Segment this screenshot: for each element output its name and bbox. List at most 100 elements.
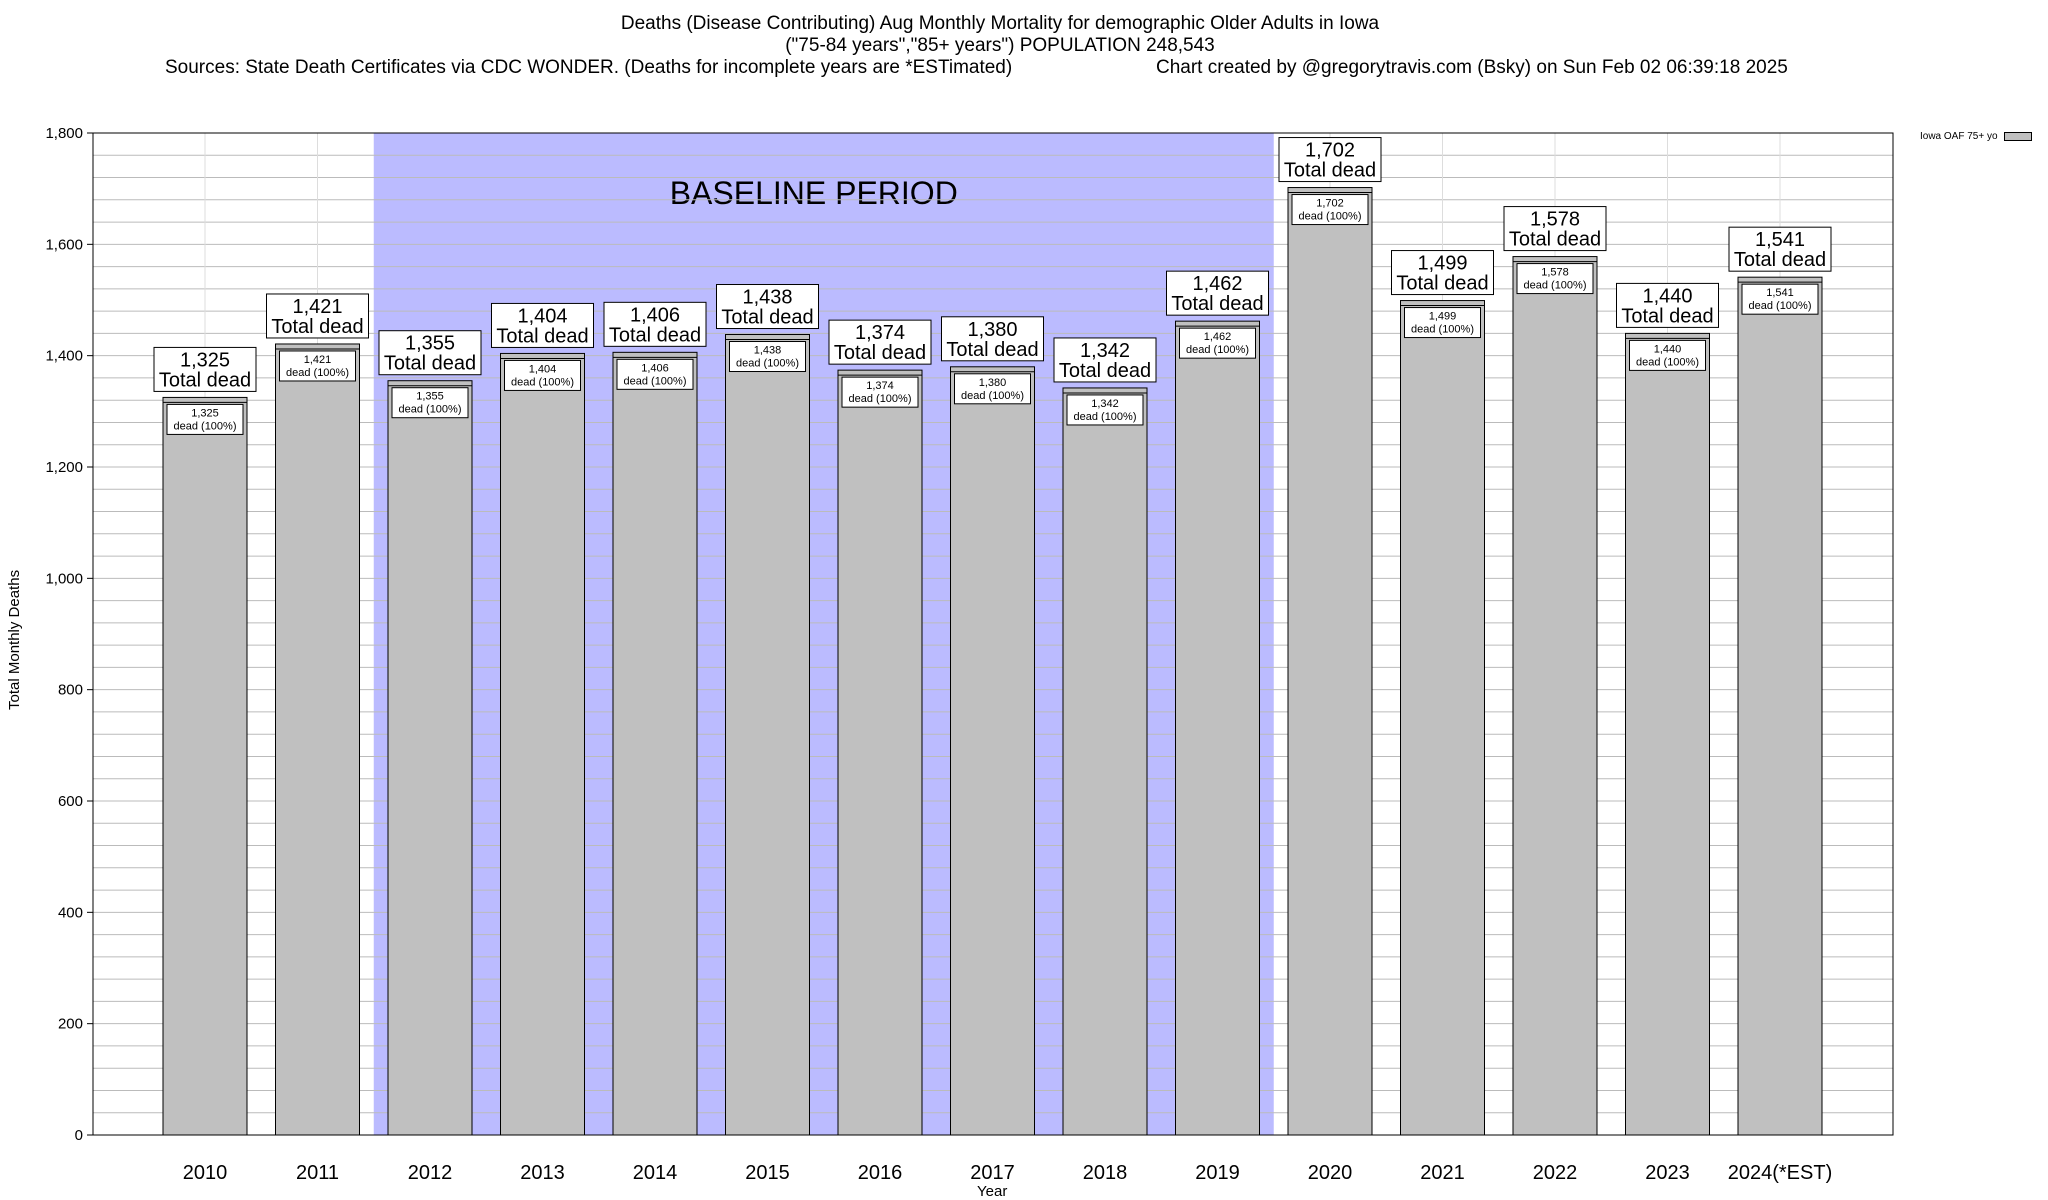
inner-label-box bbox=[954, 373, 1031, 405]
top-label-value: 1,342 bbox=[1080, 340, 1130, 362]
top-label-value: 1,404 bbox=[517, 305, 567, 327]
x-tick-label: 2019 bbox=[1195, 1162, 1240, 1184]
bar bbox=[612, 351, 698, 1136]
inner-label-text: dead (100%) bbox=[1074, 411, 1137, 423]
x-tick-label: 2024(*EST) bbox=[1728, 1162, 1833, 1184]
inner-label-value: 1,440 bbox=[1654, 343, 1682, 355]
top-label-value: 1,440 bbox=[1642, 285, 1692, 307]
inner-label-box bbox=[504, 359, 581, 391]
x-tick-label: 2010 bbox=[183, 1162, 228, 1184]
inner-label-value: 1,355 bbox=[416, 391, 444, 403]
inner-label-text: dead (100%) bbox=[286, 367, 349, 379]
top-label-text: Total dead bbox=[1396, 273, 1488, 295]
x-tick-label: 2015 bbox=[745, 1162, 790, 1184]
bar bbox=[1737, 276, 1823, 1136]
inner-label-text: dead (100%) bbox=[1186, 344, 1249, 356]
top-label-text: Total dead bbox=[496, 325, 588, 347]
inner-label-text: dead (100%) bbox=[1636, 356, 1699, 368]
y-tick-label: 0 bbox=[75, 1127, 83, 1144]
inner-label-value: 1,462 bbox=[1204, 331, 1232, 343]
top-label-value: 1,438 bbox=[742, 287, 792, 309]
legend-label: Iowa OAF 75+ yo bbox=[1920, 131, 1998, 142]
top-label-value: 1,355 bbox=[405, 333, 455, 355]
bar bbox=[387, 380, 473, 1136]
top-label-box bbox=[266, 293, 369, 339]
top-label-text: Total dead bbox=[1734, 249, 1826, 271]
chart-credit: Chart created by @gregorytravis.com (Bsk… bbox=[1156, 57, 1788, 78]
top-label-text: Total dead bbox=[384, 353, 476, 375]
y-tick-label: 1,200 bbox=[45, 459, 83, 476]
baseline-period-label: BASELINE PERIOD bbox=[670, 175, 958, 211]
inner-label-value: 1,380 bbox=[979, 377, 1007, 389]
top-label-box bbox=[941, 316, 1044, 362]
y-tick-label: 1,600 bbox=[45, 236, 83, 253]
inner-label-value: 1,578 bbox=[1541, 267, 1569, 279]
bar bbox=[950, 366, 1035, 1136]
y-tick-label: 600 bbox=[58, 793, 83, 810]
inner-label-value: 1,406 bbox=[641, 362, 669, 374]
inner-label-box bbox=[1516, 263, 1594, 295]
inner-label-text: dead (100%) bbox=[736, 358, 799, 370]
bar bbox=[275, 343, 360, 1136]
inner-label-box bbox=[729, 341, 806, 373]
inner-label-text: dead (100%) bbox=[1299, 211, 1362, 223]
inner-label-text: dead (100%) bbox=[174, 420, 237, 432]
y-tick-label: 800 bbox=[58, 682, 83, 699]
chart-subtitle: ("75-84 years","85+ years") POPULATION 2… bbox=[785, 35, 1215, 56]
top-label-text: Total dead bbox=[1284, 160, 1376, 182]
legend: Iowa OAF 75+ yo bbox=[1920, 131, 2032, 142]
top-label-box bbox=[1278, 137, 1382, 183]
bar bbox=[1175, 320, 1260, 1136]
y-axis-label: Total Monthly Deaths bbox=[6, 569, 23, 710]
inner-label-text: dead (100%) bbox=[849, 393, 912, 405]
inner-label-value: 1,325 bbox=[191, 407, 219, 419]
x-tick-label: 2021 bbox=[1420, 1162, 1465, 1184]
inner-label-box bbox=[1066, 394, 1144, 426]
bar bbox=[1512, 256, 1598, 1136]
top-label-box bbox=[1616, 282, 1719, 328]
top-label-box bbox=[1166, 270, 1269, 316]
plot-border bbox=[92, 132, 1894, 1136]
inner-label-box bbox=[1404, 307, 1481, 339]
top-label-text: Total dead bbox=[271, 316, 363, 338]
inner-label-value: 1,404 bbox=[529, 363, 557, 375]
x-tick-label: 2020 bbox=[1308, 1162, 1353, 1184]
y-tick-label: 200 bbox=[58, 1016, 83, 1033]
inner-label-text: dead (100%) bbox=[624, 375, 687, 387]
x-tick-label: 2016 bbox=[858, 1162, 903, 1184]
x-tick-label: 2022 bbox=[1533, 1162, 1578, 1184]
bar bbox=[725, 334, 810, 1136]
top-label-box bbox=[1503, 206, 1607, 252]
inner-label-box bbox=[841, 376, 919, 408]
top-label-text: Total dead bbox=[1509, 229, 1601, 251]
x-tick-label: 2013 bbox=[520, 1162, 565, 1184]
x-tick-label: 2014 bbox=[633, 1162, 678, 1184]
top-label-value: 1,462 bbox=[1192, 273, 1242, 295]
inner-label-text: dead (100%) bbox=[1411, 324, 1474, 336]
inner-label-value: 1,499 bbox=[1429, 311, 1457, 323]
top-label-text: Total dead bbox=[834, 342, 926, 364]
inner-label-value: 1,374 bbox=[866, 380, 894, 392]
top-label-text: Total dead bbox=[1621, 305, 1713, 327]
top-label-value: 1,702 bbox=[1305, 140, 1355, 162]
x-tick-label: 2011 bbox=[296, 1162, 339, 1184]
top-label-value: 1,421 bbox=[292, 296, 342, 318]
top-label-value: 1,380 bbox=[967, 319, 1017, 341]
legend-swatch bbox=[2003, 132, 2032, 141]
x-axis-label: Year bbox=[977, 1183, 1008, 1200]
inner-label-box bbox=[1741, 283, 1819, 315]
chart-title-block: Deaths (Disease Contributing) Aug Monthl… bbox=[0, 13, 2000, 79]
inner-label-value: 1,702 bbox=[1316, 198, 1344, 210]
bar bbox=[500, 352, 585, 1136]
x-tick-label: 2023 bbox=[1645, 1162, 1690, 1184]
top-label-value: 1,499 bbox=[1417, 253, 1467, 275]
bar bbox=[162, 396, 248, 1136]
top-label-text: Total dead bbox=[721, 307, 813, 329]
top-label-value: 1,374 bbox=[855, 322, 905, 344]
bar bbox=[837, 369, 923, 1136]
x-tick-label: 2012 bbox=[408, 1162, 453, 1184]
chart-title: Deaths (Disease Contributing) Aug Monthl… bbox=[620, 13, 1380, 34]
top-label-text: Total dead bbox=[159, 369, 251, 391]
top-label-value: 1,325 bbox=[180, 349, 230, 371]
bar bbox=[1400, 300, 1485, 1136]
